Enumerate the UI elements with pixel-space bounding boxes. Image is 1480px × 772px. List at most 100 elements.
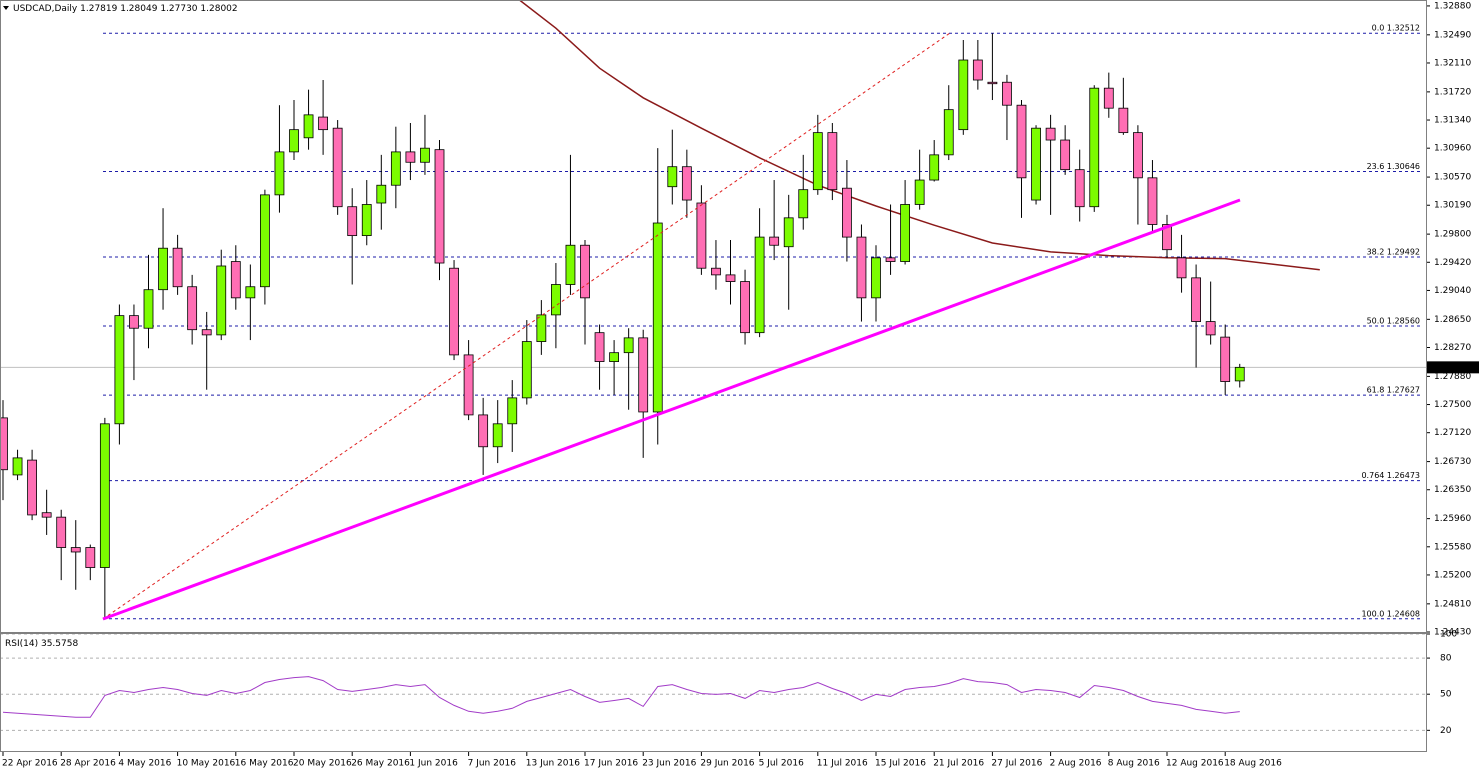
y-tick-label: 20	[1440, 726, 1452, 736]
y-tick-label: 1.32880	[1434, 1, 1471, 11]
x-tick-label: 23 Jun 2016	[642, 759, 696, 769]
candle-body	[245, 286, 256, 299]
x-tick-label: 7 Jun 2016	[468, 759, 517, 769]
candle-body	[361, 204, 372, 237]
candle-body	[871, 257, 881, 299]
candle-body	[1191, 277, 1201, 322]
x-tick-label: 11 Jul 2016	[817, 759, 868, 769]
x-tick-label: 26 May 2016	[351, 759, 410, 769]
y-tick-label: 1.24430	[1434, 628, 1471, 638]
high-quote: 1.28049	[120, 4, 157, 14]
candle-body	[303, 114, 314, 139]
rsi-name: RSI(14)	[5, 639, 38, 649]
rsi-last: 35.5758	[41, 639, 78, 649]
candle-body	[70, 547, 81, 553]
candle-body	[1103, 87, 1114, 109]
candle-body	[1220, 336, 1231, 382]
candle-body	[711, 267, 721, 276]
candle-body	[827, 132, 838, 191]
fib-label: 50.0 1.28560	[1367, 317, 1420, 326]
candle-body	[609, 352, 619, 362]
x-tick-label: 20 May 2016	[293, 759, 352, 769]
y-tick-label: 1.30570	[1434, 173, 1471, 183]
candle-body	[274, 151, 285, 196]
moving-average	[519, 0, 1320, 271]
y-tick-label: 1.30960	[1434, 144, 1471, 154]
rsi-line	[2, 676, 1240, 718]
candle-body	[594, 332, 605, 362]
candle-body	[812, 132, 823, 191]
candle-body	[405, 151, 416, 163]
candle-body	[129, 315, 139, 329]
candle-body	[638, 337, 649, 413]
y-tick-label: 100	[1440, 630, 1457, 640]
candle-body	[1016, 104, 1027, 179]
x-tick-label: 15 Jul 2016	[875, 759, 926, 769]
x-tick-label: 1 Jun 2016	[409, 759, 458, 769]
x-tick-label: 2 Aug 2016	[1050, 759, 1102, 769]
y-tick-label: 1.27880	[1434, 372, 1471, 382]
candle-body	[143, 289, 154, 329]
candle-body	[507, 397, 518, 425]
candle-body	[1089, 87, 1100, 208]
candle-body	[0, 417, 8, 471]
y-tick-label: 1.27500	[1434, 400, 1471, 410]
candle-body	[943, 109, 954, 156]
fib-label: 61.8 1.27627	[1367, 386, 1420, 395]
y-tick-label: 1.30190	[1434, 201, 1471, 211]
candle-body	[289, 129, 299, 153]
candle-body	[390, 151, 401, 186]
candle-body	[798, 189, 809, 219]
candle-body	[492, 423, 503, 448]
rsi-title: RSI(14) 35.5758	[5, 639, 78, 649]
candle-body	[376, 184, 387, 204]
fib-label: 0.0 1.32512	[1372, 24, 1420, 33]
y-tick-label: 1.24810	[1434, 599, 1471, 609]
fib-label: 0.764 1.26473	[1361, 471, 1420, 480]
y-tick-label: 80	[1440, 654, 1452, 664]
candle-body	[420, 147, 430, 163]
candle-body	[187, 286, 198, 331]
fib-label: 23.6 1.30646	[1367, 162, 1420, 171]
candle-body	[914, 179, 925, 205]
candle-body	[900, 204, 910, 262]
x-tick-label: 5 Jul 2016	[759, 759, 804, 769]
y-tick-label: 1.26350	[1434, 485, 1471, 495]
candle-body	[972, 59, 983, 81]
fib-label: 38.2 1.29492	[1367, 247, 1420, 256]
y-tick-label: 50	[1440, 690, 1452, 700]
y-tick-label: 1.29040	[1434, 286, 1471, 296]
y-tick-label: 1.29420	[1434, 258, 1471, 268]
menu-icon	[3, 6, 9, 10]
candle-body	[580, 244, 590, 299]
candle-body	[783, 217, 794, 248]
candle-body	[434, 149, 445, 264]
candle-body	[85, 547, 96, 568]
candle-body	[1118, 107, 1129, 134]
candle-body	[216, 265, 227, 336]
candle-body	[551, 284, 561, 316]
candle-body	[929, 154, 940, 181]
candle-body	[667, 166, 678, 188]
y-tick-label: 1.25960	[1434, 514, 1471, 524]
x-tick-label: 18 Aug 2016	[1224, 759, 1282, 769]
candle-body	[230, 261, 241, 299]
open-quote: 1.27819	[80, 4, 117, 14]
candle-body	[1176, 257, 1187, 279]
x-tick-label: 16 May 2016	[235, 759, 294, 769]
candle-body	[725, 274, 736, 282]
x-tick-label: 4 May 2016	[118, 759, 171, 769]
candle-body	[681, 166, 692, 201]
candle-body	[885, 257, 896, 262]
candle-body	[740, 281, 750, 334]
candle-body	[114, 315, 125, 425]
candle-body	[201, 329, 212, 336]
candle-body	[1060, 139, 1071, 171]
symbol: USDCAD,Daily	[13, 4, 78, 14]
trend-line	[102, 198, 1241, 621]
price-tag-label: 1.28002	[1434, 363, 1471, 373]
y-tick-label: 1.28650	[1434, 315, 1471, 325]
x-tick-label: 28 Apr 2016	[60, 759, 116, 769]
